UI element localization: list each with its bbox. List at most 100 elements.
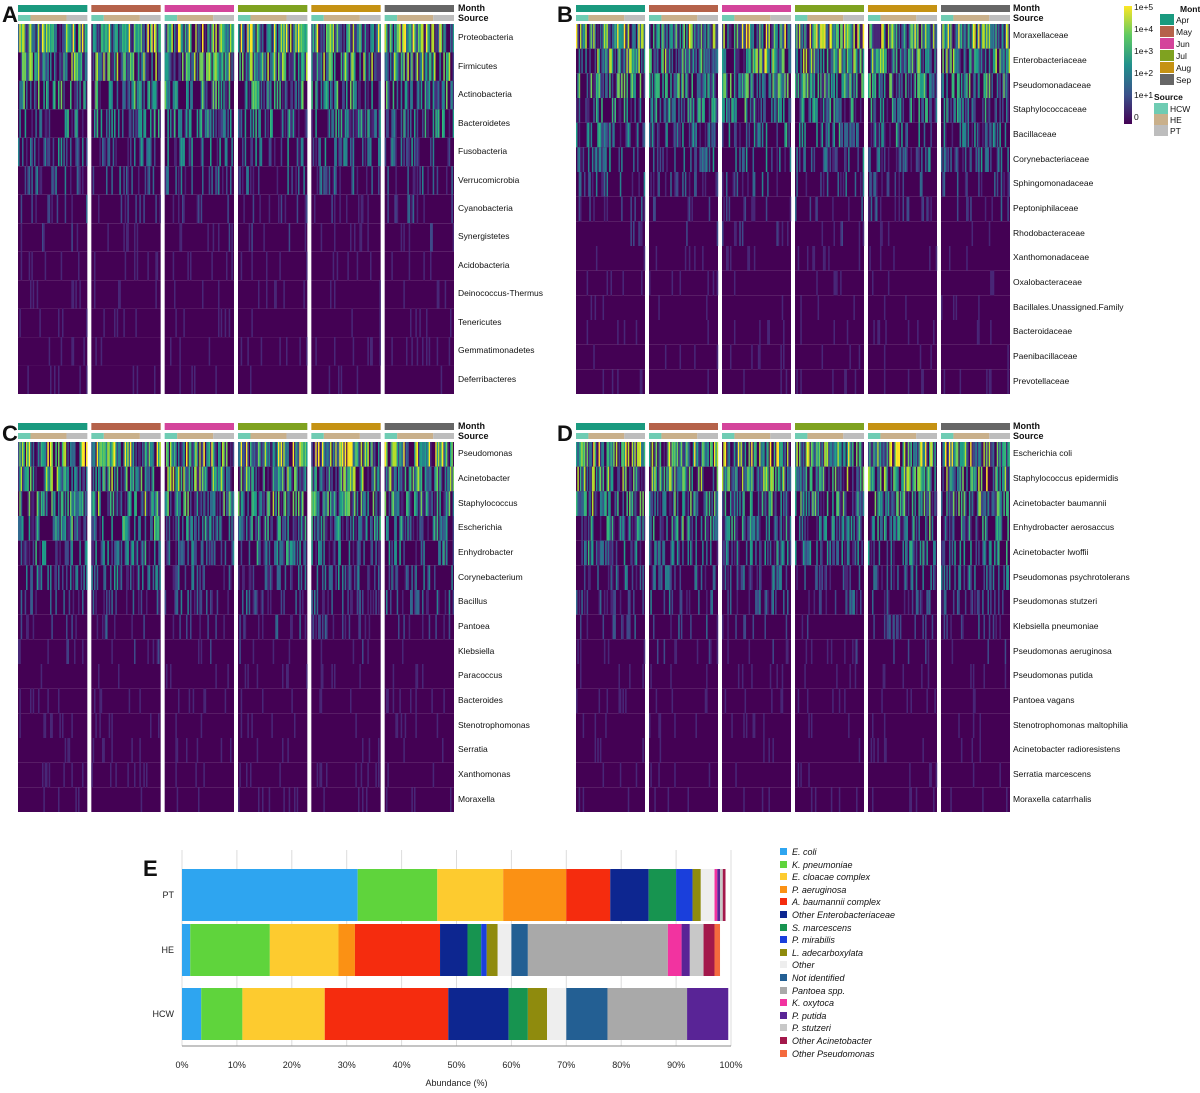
heatmap-panel-b: Month Source Moraxellaceae Enterobacteriace… bbox=[560, 0, 1124, 400]
x-tick-label: 60% bbox=[502, 1060, 520, 1070]
legend-month-swatch bbox=[1160, 50, 1174, 61]
row-label: Pseudomonas putida bbox=[1013, 670, 1093, 681]
bar-segment bbox=[566, 869, 611, 921]
legend-item: P. mirabilis bbox=[780, 935, 835, 948]
legend-source-swatch bbox=[1154, 114, 1168, 125]
month-header-label: Month bbox=[1013, 3, 1040, 13]
y-category-label: PT bbox=[162, 890, 174, 900]
source-annotation-PT bbox=[770, 433, 791, 439]
color-scale-bar bbox=[1124, 6, 1132, 124]
source-annotation-HCW bbox=[576, 433, 589, 439]
source-annotation-HE bbox=[588, 15, 625, 21]
heatmap-panel-d: Month Source Escherichia coli Staphylococcu… bbox=[560, 418, 1130, 818]
row-label: Bacillales.Unassigned.Family bbox=[1013, 301, 1124, 312]
source-annotation-HE bbox=[103, 15, 140, 21]
legend-item: Other Acinetobacter bbox=[780, 1036, 872, 1049]
legend-source-label: HCW bbox=[1170, 104, 1191, 114]
source-annotation-PT bbox=[916, 15, 937, 21]
bar-segment bbox=[269, 924, 339, 976]
legend-label: P. mirabilis bbox=[792, 935, 835, 946]
source-annotation-PT bbox=[213, 433, 234, 439]
source-annotation-HCW bbox=[795, 15, 808, 21]
bar-segment bbox=[182, 988, 202, 1040]
heatmap-grid bbox=[576, 5, 1010, 394]
x-tick-label: 100% bbox=[719, 1060, 742, 1070]
row-label: Bacteroides bbox=[458, 695, 503, 705]
panel-letter-a: A bbox=[2, 2, 18, 27]
legend-item: E. coli bbox=[780, 847, 817, 860]
legend-source-label: HE bbox=[1170, 115, 1182, 125]
row-label: Moraxellaceae bbox=[1013, 30, 1069, 41]
source-annotation-PT bbox=[433, 433, 454, 439]
legend-source-title: Source bbox=[1154, 92, 1183, 102]
bar-segment bbox=[497, 924, 512, 976]
row-label: Pseudomonadaceae bbox=[1013, 79, 1091, 90]
row-label: Acinetobacter baumannii bbox=[1013, 497, 1107, 508]
x-tick-label: 70% bbox=[557, 1060, 575, 1070]
row-label: Tenericutes bbox=[458, 316, 502, 327]
scale-tick-label: 1e+4 bbox=[1134, 24, 1154, 34]
legend-label: Not identified bbox=[792, 973, 845, 983]
month-annotation-Aug bbox=[311, 423, 381, 430]
source-annotation-HCW bbox=[649, 433, 662, 439]
row-label: Corynebacteriaceae bbox=[1013, 153, 1090, 164]
legend-month-label: Jun bbox=[1176, 39, 1190, 49]
legend-item: K. oxytoca bbox=[780, 998, 834, 1011]
scale-tick-label: 1e+1 bbox=[1134, 90, 1154, 100]
month-header-label: Month bbox=[458, 3, 485, 13]
row-label: Synergistetes bbox=[458, 231, 510, 242]
heatmap-legend: 1e+5 1e+4 1e+3 1e+2 1e+1 0 Month Apr May Jun Jul… bbox=[1118, 0, 1200, 140]
bar-segment bbox=[508, 988, 528, 1040]
bar-segment bbox=[182, 924, 191, 976]
bar-segment bbox=[511, 924, 528, 976]
legend-swatch bbox=[780, 1049, 787, 1057]
legend-month-swatch bbox=[1160, 14, 1174, 25]
row-label: Fusobacteria bbox=[458, 146, 508, 157]
source-annotation-HE bbox=[588, 433, 625, 439]
month-header-label: Month bbox=[1013, 421, 1040, 431]
row-label: Pantoea bbox=[458, 621, 490, 631]
source-annotation-HCW bbox=[91, 15, 104, 21]
source-annotation-HE bbox=[250, 433, 287, 439]
scale-tick-label: 1e+5 bbox=[1134, 2, 1154, 12]
source-annotation-HE bbox=[397, 15, 434, 21]
row-label: Escherichia bbox=[458, 522, 502, 533]
source-annotation-HCW bbox=[238, 433, 251, 439]
bar-segment bbox=[503, 869, 567, 921]
row-label: Moraxella bbox=[458, 793, 495, 804]
source-annotation-PT bbox=[770, 15, 791, 21]
row-label: Deinococcus-Thermus bbox=[458, 288, 544, 299]
bar-segment bbox=[703, 924, 715, 976]
legend-swatch bbox=[780, 1024, 787, 1032]
bar-segment bbox=[547, 988, 567, 1040]
legend-swatch bbox=[780, 873, 787, 881]
month-annotation-Aug bbox=[868, 423, 937, 430]
legend-swatch bbox=[780, 1011, 787, 1019]
month-annotation-Apr bbox=[576, 5, 645, 12]
bar-segment bbox=[467, 924, 482, 976]
bar-segment bbox=[700, 869, 715, 921]
source-annotation-PT bbox=[843, 433, 864, 439]
row-label: Proteobacteria bbox=[458, 32, 514, 43]
row-label: Acinetobacter radioresistens bbox=[1013, 744, 1121, 755]
source-annotation-HE bbox=[807, 433, 844, 439]
bar-segment bbox=[486, 924, 498, 976]
source-annotation-HCW bbox=[795, 433, 808, 439]
legend-month-label: Aug bbox=[1176, 63, 1192, 73]
legend-month-label: Jul bbox=[1176, 51, 1187, 61]
legend-item: E. cloacae complex bbox=[780, 872, 870, 885]
source-annotation-HCW bbox=[576, 15, 589, 21]
x-tick-label: 50% bbox=[447, 1060, 465, 1070]
source-header-label: Source bbox=[458, 13, 489, 23]
legend-label: K. oxytoca bbox=[792, 998, 835, 1009]
x-tick-label: 0% bbox=[175, 1060, 188, 1070]
scale-tick-label: 1e+3 bbox=[1134, 46, 1154, 56]
month-annotation-Jun bbox=[164, 5, 234, 12]
legend-label: P. aeruginosa bbox=[792, 884, 847, 895]
row-label: Enhydrobacter bbox=[458, 547, 514, 557]
month-annotation-Aug bbox=[868, 5, 937, 12]
bar-segment bbox=[338, 924, 355, 976]
legend-item: Pantoea spp. bbox=[780, 986, 845, 999]
row-label: Deferribacteres bbox=[458, 373, 517, 384]
x-tick-label: 30% bbox=[338, 1060, 356, 1070]
